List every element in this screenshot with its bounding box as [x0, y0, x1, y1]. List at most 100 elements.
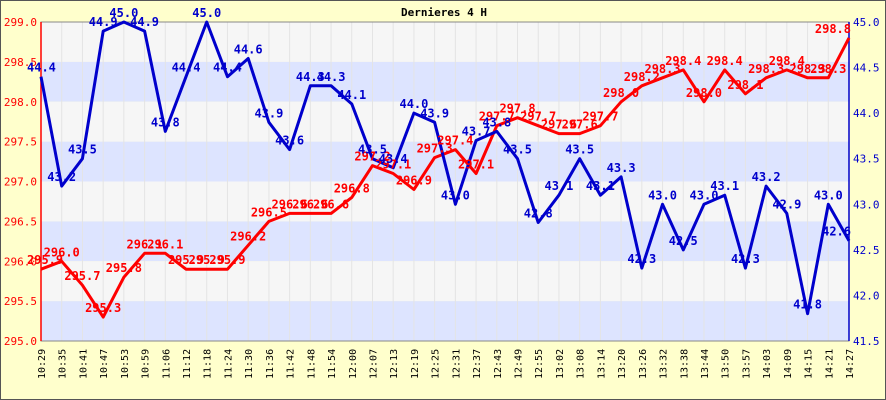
red-data-label: 297.7 — [582, 110, 618, 124]
red-data-label: 296.6 — [292, 197, 328, 211]
x-tick-label: 12:31 — [451, 349, 462, 379]
red-data-label: 296.9 — [396, 173, 432, 187]
plot-band — [41, 301, 849, 341]
blue-data-label: 43.5 — [503, 143, 532, 157]
x-tick-label: 13:20 — [617, 349, 628, 379]
x-tick-label: 11:06 — [161, 349, 172, 379]
x-tick-label: 13:32 — [659, 349, 670, 379]
red-data-label: 298.8 — [815, 22, 851, 36]
red-data-label: 297.6 — [541, 118, 577, 132]
plot-band — [41, 261, 849, 302]
plot-bands — [41, 22, 849, 341]
red-data-label: 297.3 — [417, 142, 453, 156]
x-tick-label: 13:50 — [721, 349, 732, 379]
x-tick-label: 12:07 — [368, 349, 379, 379]
blue-data-label: 43.8 — [151, 115, 180, 129]
x-tick-label: 12:00 — [348, 349, 359, 379]
x-tick-label: 13:02 — [555, 349, 566, 379]
red-data-label: 298.1 — [727, 78, 763, 92]
x-tick-label: 12:13 — [389, 349, 400, 379]
red-data-label: 298.3 — [748, 62, 784, 76]
red-data-label: 297.7 — [520, 110, 556, 124]
red-data-label: 296.8 — [334, 181, 370, 195]
left-tick-label: 298.5 — [4, 56, 37, 69]
red-data-label: 295.9 — [27, 253, 63, 267]
red-data-label: 297.6 — [562, 118, 598, 132]
blue-data-label: 43.7 — [462, 124, 491, 138]
blue-data-label: 43.1 — [544, 179, 573, 193]
x-tick-label: 11:12 — [182, 349, 193, 379]
blue-data-label: 44.9 — [89, 15, 118, 29]
x-axis-ticks: 10:29 10:35 10:41 10:47 10:53 10:59 11:06 11:12… — [37, 349, 856, 379]
red-data-label: 297.4 — [437, 134, 473, 148]
red-data-label: 298.3 — [644, 62, 680, 76]
blue-data-label: 43.6 — [275, 134, 304, 148]
x-tick-label: 11:54 — [327, 349, 338, 379]
red-data-label: 297.2 — [354, 150, 390, 164]
red-series-line — [40, 37, 851, 319]
blue-data-label: 43.2 — [752, 170, 781, 184]
plot-band — [41, 221, 849, 262]
red-data-label: 296.6 — [313, 197, 349, 211]
blue-data-label: 43.9 — [420, 106, 449, 120]
right-tick-label: 44.0 — [853, 107, 880, 120]
x-tick-label: 10:29 — [37, 349, 48, 379]
left-tick-label: 297.5 — [4, 136, 37, 149]
blue-data-label: 44.4 — [172, 61, 201, 75]
red-data-label: 295.3 — [85, 301, 121, 315]
blue-data-label: 44.9 — [130, 15, 159, 29]
blue-data-label: 45.0 — [192, 6, 221, 20]
left-axis-ticks: 295.0 295.5 296.0 296.5 297.0 297.5 298.0 298.5… — [4, 16, 37, 348]
x-tick-label: 13:57 — [741, 349, 752, 379]
x-tick-label: 14:15 — [804, 349, 815, 379]
right-tick-label: 43.0 — [853, 198, 880, 211]
series-layer — [39, 20, 851, 319]
x-tick-label: 12:55 — [534, 349, 545, 379]
red-data-label: 298.4 — [707, 54, 743, 68]
x-tick-label: 12:25 — [431, 349, 442, 379]
x-tick-label: 12:43 — [493, 349, 504, 379]
x-tick-label: 14:09 — [783, 349, 794, 379]
blue-data-label: 42.8 — [524, 207, 553, 221]
blue-data-label: 43.5 — [565, 143, 594, 157]
blue-data-label: 43.1 — [586, 179, 615, 193]
x-tick-label: 11:24 — [223, 349, 234, 379]
blue-data-label: 44.4 — [27, 61, 56, 75]
blue-data-label: 43.1 — [710, 179, 739, 193]
blue-data-label: 45.0 — [109, 6, 138, 20]
red-data-label: 298.4 — [769, 54, 805, 68]
red-data-label: 296.1 — [147, 237, 183, 251]
blue-data-label: 42.3 — [731, 252, 760, 266]
x-tick-label: 12:49 — [514, 349, 525, 379]
x-tick-label: 10:35 — [58, 349, 69, 379]
blue-data-label: 43.2 — [47, 170, 76, 184]
blue-data-label: 43.3 — [607, 161, 636, 175]
plot-band — [41, 22, 849, 62]
x-tick-label: 11:36 — [265, 349, 276, 379]
left-tick-label: 297.0 — [4, 176, 37, 189]
x-tick-label: 10:53 — [120, 349, 131, 379]
blue-series-line — [39, 20, 851, 316]
right-tick-label: 45.0 — [853, 16, 880, 29]
x-tick-label: 11:30 — [244, 349, 255, 379]
blue-data-label: 44.4 — [213, 61, 242, 75]
red-data-label: 298.0 — [603, 86, 639, 100]
red-data-label: 296.2 — [230, 229, 266, 243]
x-tick-label: 10:47 — [99, 349, 110, 379]
right-tick-label: 42.0 — [853, 289, 880, 302]
x-tick-label: 12:19 — [410, 349, 421, 379]
blue-data-label: 43.5 — [68, 143, 97, 157]
blue-data-label: 42.9 — [772, 197, 801, 211]
x-tick-label: 13:44 — [700, 349, 711, 379]
data-label-layer: 295.9296.0295.7295.3295.8296.1296.1295.9… — [27, 6, 851, 315]
red-data-label: 296.0 — [44, 245, 80, 259]
red-data-label: 298.3 — [790, 62, 826, 76]
right-axis-ticks: 41.5 42.0 42.5 43.0 43.5 44.0 44.5 45.0 — [853, 16, 880, 348]
red-data-label: 297.7 — [479, 110, 515, 124]
plot-band — [41, 61, 849, 102]
left-tick-label: 295.5 — [4, 295, 37, 308]
red-data-label: 296.1 — [127, 237, 163, 251]
right-tick-label: 43.5 — [853, 153, 880, 166]
blue-data-label: 42.3 — [627, 252, 656, 266]
